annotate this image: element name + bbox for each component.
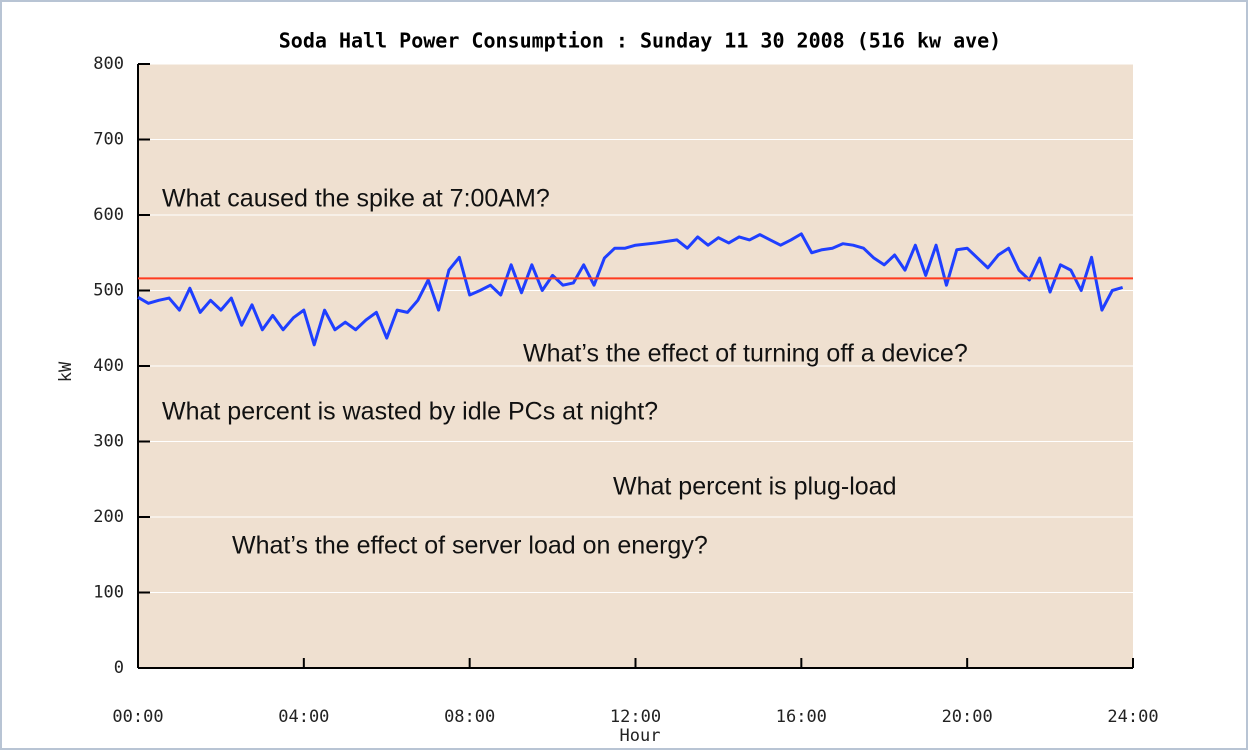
- y-tick-label: 600: [93, 205, 124, 225]
- x-tick-label: 04:00: [278, 707, 329, 727]
- annotation: What’s the effect of turning off a devic…: [523, 340, 968, 368]
- annotation: What caused the spike at 7:00AM?: [162, 185, 550, 213]
- x-tick-label: 24:00: [1107, 707, 1158, 727]
- y-tick-label: 400: [93, 356, 124, 376]
- data-line: [137, 232, 1124, 347]
- x-tick-label: 12:00: [610, 707, 661, 727]
- y-tick-label: 0: [114, 658, 124, 678]
- x-tick-label: 20:00: [942, 707, 993, 727]
- annotation: What percent is plug-load: [613, 473, 896, 501]
- y-tick-label: 800: [93, 54, 124, 74]
- y-tick-label: 300: [93, 432, 124, 452]
- annotation: What’s the effect of server load on ener…: [232, 532, 708, 560]
- y-tick-label: 100: [93, 583, 124, 603]
- x-axis-label: Hour: [620, 726, 661, 746]
- x-tick-label: 16:00: [776, 707, 827, 727]
- y-tick-label: 500: [93, 281, 124, 301]
- x-tick-label: 08:00: [444, 707, 495, 727]
- y-tick-label: 200: [93, 507, 124, 527]
- chart-title: Soda Hall Power Consumption : Sunday 11 …: [279, 29, 1001, 53]
- y-axis-label: kW: [56, 361, 76, 382]
- y-tick-label: 700: [93, 130, 124, 150]
- annotation: What percent is wasted by idle PCs at ni…: [162, 398, 658, 426]
- x-tick-label: 00:00: [112, 707, 163, 727]
